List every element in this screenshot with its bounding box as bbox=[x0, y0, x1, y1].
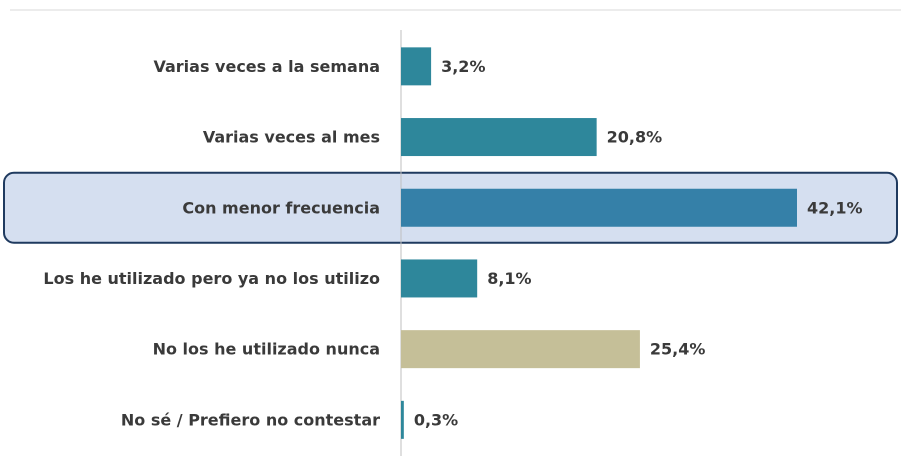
bar bbox=[401, 47, 432, 86]
bar bbox=[401, 330, 640, 369]
value-label: 0,3% bbox=[414, 410, 458, 429]
bar bbox=[401, 118, 597, 157]
value-label: 25,4% bbox=[650, 340, 706, 359]
bar bbox=[401, 259, 478, 298]
category-label: Varias veces al mes bbox=[203, 128, 380, 147]
bar bbox=[401, 188, 797, 227]
value-label: 42,1% bbox=[807, 198, 863, 217]
value-label: 3,2% bbox=[441, 57, 485, 76]
category-label: Con menor frecuencia bbox=[182, 198, 380, 217]
category-label: No sé / Prefiero no contestar bbox=[121, 410, 380, 429]
value-label: 20,8% bbox=[607, 128, 663, 147]
category-label: Los he utilizado pero ya no los utilizo bbox=[43, 269, 380, 288]
bar bbox=[401, 400, 404, 439]
value-label: 8,1% bbox=[487, 269, 531, 288]
category-label: No los he utilizado nunca bbox=[153, 340, 380, 359]
category-label: Varias veces a la semana bbox=[153, 57, 380, 76]
